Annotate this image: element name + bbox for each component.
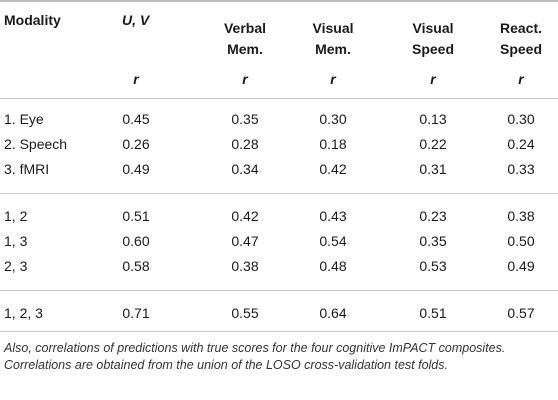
row-uv: 0.49 bbox=[122, 161, 150, 177]
header-react-speed-line2: Speed bbox=[499, 41, 542, 57]
row-verbal: 0.47 bbox=[231, 233, 259, 249]
header-visual-speed-line1: Visual bbox=[412, 20, 454, 36]
row-visual-mem: 0.42 bbox=[319, 161, 347, 177]
row-uv: 0.45 bbox=[122, 111, 150, 127]
row-visual-mem: 0.48 bbox=[319, 258, 347, 274]
header-verbal-mem-line1: Verbal bbox=[223, 20, 267, 36]
row-verbal: 0.28 bbox=[231, 136, 259, 152]
header-r-visual-speed: r bbox=[430, 71, 436, 87]
row-modality: 1. Eye bbox=[4, 111, 44, 127]
header-r-verbal: r bbox=[242, 71, 248, 87]
group-rule bbox=[0, 290, 558, 291]
row-visual-mem: 0.64 bbox=[319, 305, 347, 321]
row-react-speed: 0.38 bbox=[507, 208, 535, 224]
row-verbal: 0.38 bbox=[231, 258, 259, 274]
row-verbal: 0.34 bbox=[231, 161, 259, 177]
row-verbal: 0.35 bbox=[231, 111, 259, 127]
row-modality: 3. fMRI bbox=[4, 161, 50, 177]
row-react-speed: 0.30 bbox=[507, 111, 535, 127]
header-rule bbox=[0, 98, 558, 99]
row-modality: 1, 3 bbox=[4, 233, 28, 249]
row-visual-speed: 0.51 bbox=[419, 305, 447, 321]
row-modality: 1, 2, 3 bbox=[4, 305, 43, 321]
header-visual-mem-line2: Mem. bbox=[315, 41, 351, 57]
row-uv: 0.51 bbox=[122, 208, 150, 224]
row-visual-mem: 0.18 bbox=[319, 136, 347, 152]
row-uv: 0.58 bbox=[122, 258, 150, 274]
group-rule bbox=[0, 193, 558, 194]
row-modality: 1, 2 bbox=[4, 208, 28, 224]
row-react-speed: 0.33 bbox=[507, 161, 535, 177]
row-visual-speed: 0.13 bbox=[419, 111, 447, 127]
header-r-uv: r bbox=[133, 71, 139, 87]
row-uv: 0.26 bbox=[122, 136, 150, 152]
row-modality: 2, 3 bbox=[4, 258, 28, 274]
row-visual-mem: 0.30 bbox=[319, 111, 347, 127]
row-visual-speed: 0.23 bbox=[419, 208, 447, 224]
header-r-react-speed: r bbox=[518, 71, 524, 87]
row-react-speed: 0.49 bbox=[507, 258, 535, 274]
header-visual-mem-line1: Visual bbox=[312, 20, 354, 36]
table-bottom-rule bbox=[0, 331, 558, 332]
header-verbal-mem-line2: Mem. bbox=[227, 41, 263, 57]
header-uv: U, V bbox=[122, 12, 150, 28]
row-verbal: 0.55 bbox=[231, 305, 259, 321]
row-react-speed: 0.24 bbox=[507, 136, 535, 152]
table-caption: Also, correlations of predictions with t… bbox=[4, 341, 506, 372]
row-uv: 0.71 bbox=[122, 305, 150, 321]
row-modality: 2. Speech bbox=[4, 136, 68, 152]
row-visual-speed: 0.35 bbox=[419, 233, 447, 249]
table-top-rule bbox=[0, 0, 558, 2]
row-visual-mem: 0.43 bbox=[319, 208, 347, 224]
row-visual-mem: 0.54 bbox=[319, 233, 347, 249]
header-r-visual-mem: r bbox=[330, 71, 336, 87]
header-modality: Modality bbox=[4, 12, 61, 28]
row-react-speed: 0.50 bbox=[507, 233, 535, 249]
row-visual-speed: 0.31 bbox=[419, 161, 447, 177]
header-react-speed-line1: React. bbox=[499, 20, 543, 36]
row-visual-speed: 0.53 bbox=[419, 258, 447, 274]
row-uv: 0.60 bbox=[122, 233, 150, 249]
header-visual-speed-line2: Speed bbox=[411, 41, 454, 57]
row-visual-speed: 0.22 bbox=[419, 136, 447, 152]
row-verbal: 0.42 bbox=[231, 208, 259, 224]
row-react-speed: 0.57 bbox=[507, 305, 535, 321]
